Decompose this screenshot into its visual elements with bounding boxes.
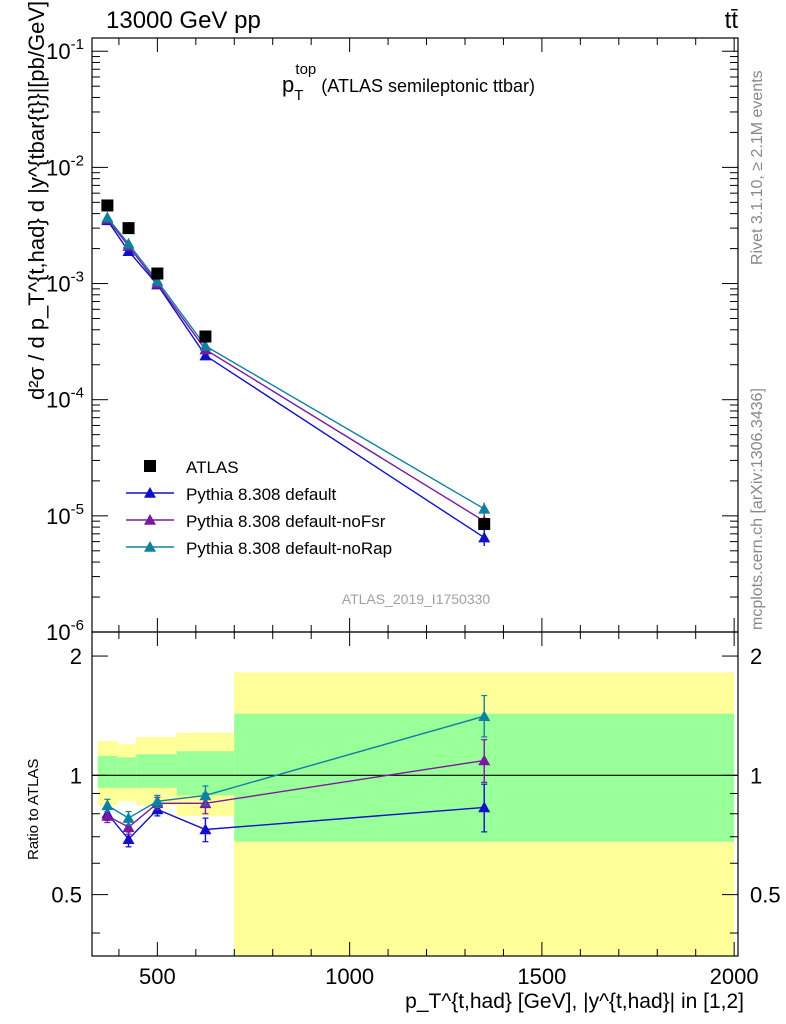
series-point-noRap	[478, 502, 491, 514]
legend-label-data: ATLAS	[186, 458, 239, 477]
ratio-point-default	[122, 833, 135, 844]
ratio-point-noFsr	[122, 821, 135, 832]
main-ytick-label-exp: -5	[71, 501, 84, 518]
header-left: 13000 GeV pp	[106, 7, 261, 34]
plot-title-main: p	[282, 72, 294, 97]
main-ytick-label: 10-4	[46, 385, 84, 413]
main-ytick-label-exp: -1	[71, 36, 84, 53]
side-rivet: Rivet 3.1.10, ≥ 2.1M events	[749, 70, 766, 265]
data-point-atlas	[478, 518, 491, 531]
ratio-point-default	[199, 823, 212, 835]
legend: ATLAS Pythia 8.308 default Pythia 8.308 de…	[126, 458, 392, 558]
main-ytick-label-base: 10	[46, 39, 70, 64]
main-ytick-label-exp: -3	[71, 269, 84, 286]
ratio-point-noRap	[151, 795, 164, 807]
legend-label-noFsr: Pythia 8.308 default-noFsr	[186, 512, 386, 531]
legend-marker-noRap	[144, 541, 156, 552]
main-ytick-label-exp: -2	[71, 152, 84, 169]
ratio-panel: 0.5 0.5 1 1 2 2 500 1000 1500 2000	[51, 631, 781, 989]
main-ytick-label-exp: -4	[71, 385, 84, 402]
ylabel-main: d²σ / d p_T^{t,had} d |y^{tbar{t}}|[pb/G…	[24, 1, 49, 400]
ratio-ytick-label-right: 2	[750, 644, 762, 669]
main-ytick-label: 10-6	[46, 617, 84, 645]
side-mcplots: mcplots.cern.ch [arXiv:1306.3436]	[749, 388, 766, 630]
ratio-xtick-label: 1000	[325, 964, 374, 989]
series-point-noRap	[122, 237, 135, 249]
ratio-point-noRap	[478, 710, 491, 722]
ratio-xtick-label: 2000	[710, 964, 759, 989]
ylabel-ratio: Ratio to ATLAS	[25, 759, 42, 860]
main-ytick-label: 10-3	[46, 269, 84, 297]
ratio-band-inner	[136, 754, 177, 788]
series-point-default	[199, 349, 212, 361]
ratio-frame	[91, 631, 739, 957]
legend-label-default: Pythia 8.308 default	[186, 485, 337, 504]
ratio-point-noRap	[199, 789, 212, 801]
ratio-ytick-label-right: 1	[750, 763, 762, 788]
ylabel-main-text: d²σ / d p_T^{t,had} d |y^{tbar{t}}|[pb/G…	[24, 1, 49, 400]
plot-title-rest: (ATLAS semileptonic ttbar)	[316, 76, 535, 96]
series-point-default	[478, 531, 491, 543]
main-ytick-label-base: 10	[46, 388, 70, 413]
plot-title-sub: T	[294, 87, 303, 104]
data-point-atlas	[101, 199, 114, 212]
plot-title: pTtop (ATLAS semileptonic ttbar)	[282, 61, 535, 104]
main-ytick-label: 10-5	[46, 501, 84, 529]
data-point-atlas	[122, 222, 135, 235]
data-point-atlas	[151, 267, 164, 280]
ratio-ytick-label: 2	[70, 644, 82, 669]
main-ytick-label-exp: -6	[71, 617, 84, 634]
ratio-band-inner	[97, 755, 118, 788]
series-point-noRap	[199, 339, 212, 351]
ratio-point-noRap	[101, 799, 114, 811]
main-ytick-label-base: 10	[46, 272, 70, 297]
watermark: ATLAS_2019_I1750330	[342, 591, 491, 607]
main-ytick-label: 10-1	[46, 36, 84, 64]
main-ytick-label-base: 10	[46, 620, 70, 645]
xlabel: p_T^{t,had} [GeV], |y^{t,had}| in [1,2]	[405, 990, 744, 1013]
legend-label-noRap: Pythia 8.308 default-noRap	[186, 539, 392, 558]
data-point-atlas	[199, 330, 212, 343]
series-line-noRap	[106, 217, 485, 510]
main-ytick-label-base: 10	[46, 155, 70, 180]
legend-marker-data	[144, 460, 156, 472]
series-point-noRap	[101, 211, 114, 223]
legend-marker-default	[144, 487, 156, 498]
ratio-xtick-label: 500	[139, 964, 176, 989]
ratio-point-noFsr	[101, 809, 114, 821]
ratio-ytick-label: 1	[70, 763, 82, 788]
ratio-point-default	[478, 801, 491, 813]
series-point-noRap	[151, 275, 164, 286]
main-panel: 10-610-510-410-310-210-1	[46, 36, 739, 645]
ratio-ytick-label: 0.5	[51, 883, 82, 908]
header-right: tt̄	[725, 7, 739, 34]
main-ytick-label-base: 10	[46, 504, 70, 529]
legend-marker-noFsr	[144, 514, 156, 525]
plot-title-sup: top	[295, 61, 316, 78]
ratio-xtick-label: 1500	[517, 964, 566, 989]
ratio-ytick-label-right: 0.5	[750, 883, 781, 908]
ratio-band-inner	[117, 757, 137, 788]
ratio-point-noRap	[122, 812, 135, 823]
ratio-point-noFsr	[478, 754, 491, 766]
main-ytick-label: 10-2	[46, 152, 84, 180]
